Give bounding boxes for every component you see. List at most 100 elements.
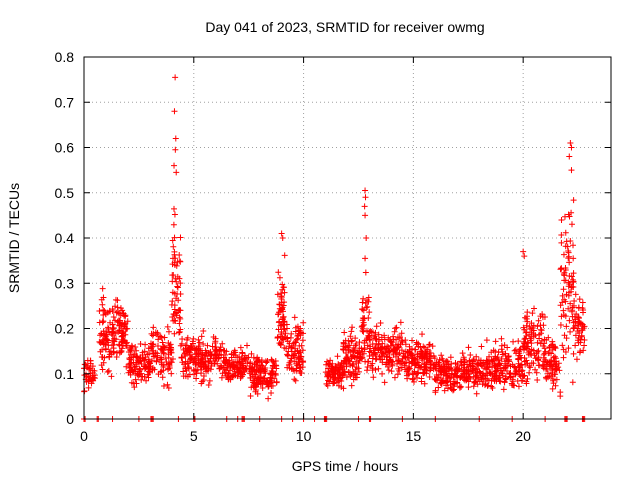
data-point [281, 289, 288, 296]
data-point [340, 339, 347, 346]
data-point [284, 352, 291, 359]
data-point [421, 344, 428, 351]
data-point [409, 360, 416, 367]
data-point [362, 255, 369, 262]
data-point [145, 356, 152, 363]
axis-ticks: 0 0.1 0.2 0.3 0.4 0.5 0.6 0.7 0.8 0 5 10 15 20 [55, 49, 611, 444]
data-point [526, 362, 533, 369]
data-point [553, 365, 560, 372]
data-point [566, 153, 573, 160]
data-point [492, 338, 499, 345]
data-point [371, 349, 378, 356]
data-point [378, 349, 385, 356]
data-point [466, 374, 473, 381]
data-point [102, 341, 109, 348]
data-point [208, 351, 215, 358]
data-point [553, 376, 560, 383]
data-point [579, 327, 586, 334]
data-point [560, 286, 567, 293]
data-point [217, 362, 224, 369]
data-point [521, 336, 528, 343]
data-point [121, 319, 128, 326]
data-point [561, 213, 568, 220]
data-point [192, 367, 199, 374]
data-point [173, 312, 180, 319]
data-point [353, 341, 360, 348]
data-point [154, 329, 161, 336]
data-point [278, 305, 285, 312]
data-point [160, 367, 167, 374]
data-point [205, 382, 212, 389]
data-point [100, 328, 107, 335]
data-point [190, 335, 197, 342]
data-point [375, 365, 382, 372]
data-point [100, 294, 107, 301]
data-point [192, 361, 199, 368]
data-point [140, 357, 147, 364]
data-point [165, 361, 172, 368]
data-point [274, 291, 281, 298]
data-point [262, 379, 269, 386]
data-point [438, 352, 445, 359]
data-point [193, 375, 200, 382]
data-point [159, 339, 166, 346]
data-point [423, 364, 430, 371]
data-point [511, 347, 518, 354]
data-point [520, 343, 527, 350]
data-point [177, 291, 184, 298]
data-point [578, 320, 585, 327]
data-point [432, 363, 439, 370]
data-point [89, 376, 96, 383]
data-point [329, 360, 336, 367]
data-point [130, 368, 137, 375]
data-point [275, 326, 282, 333]
x-tick-label: 15 [406, 428, 422, 444]
data-point [262, 370, 269, 377]
data-point [393, 324, 400, 331]
data-point [104, 369, 111, 376]
data-point [549, 376, 556, 383]
data-point [370, 347, 377, 354]
data-point [426, 357, 433, 364]
data-point [177, 280, 184, 287]
data-point [566, 281, 573, 288]
data-point [297, 364, 304, 371]
data-point [149, 332, 156, 339]
data-point [422, 349, 429, 356]
data-point [361, 203, 368, 210]
data-point [440, 369, 447, 376]
data-point [458, 383, 465, 390]
y-tick-label: 0.3 [55, 275, 75, 291]
data-point [391, 328, 398, 335]
data-point [447, 354, 454, 361]
data-point [502, 352, 509, 359]
data-point [137, 340, 144, 347]
data-point [417, 353, 424, 360]
data-point [277, 322, 284, 329]
data-point [361, 315, 368, 322]
data-point [99, 366, 106, 373]
data-point [224, 360, 231, 367]
data-point [273, 379, 280, 386]
data-point [125, 369, 132, 376]
data-point [532, 355, 539, 362]
data-point [530, 322, 537, 329]
data-point [131, 384, 138, 391]
data-point [114, 349, 121, 356]
data-points [81, 74, 588, 422]
data-point [341, 368, 348, 375]
data-point [272, 370, 279, 377]
data-point [201, 352, 208, 359]
data-point [472, 373, 479, 380]
data-point [454, 373, 461, 380]
data-point [326, 378, 333, 385]
data-point [292, 377, 299, 384]
data-point [431, 355, 438, 362]
data-point [362, 187, 369, 194]
data-point [342, 359, 349, 366]
data-point [398, 364, 405, 371]
data-point [160, 383, 167, 390]
data-point [373, 336, 380, 343]
data-point [187, 349, 194, 356]
data-point [171, 251, 178, 258]
